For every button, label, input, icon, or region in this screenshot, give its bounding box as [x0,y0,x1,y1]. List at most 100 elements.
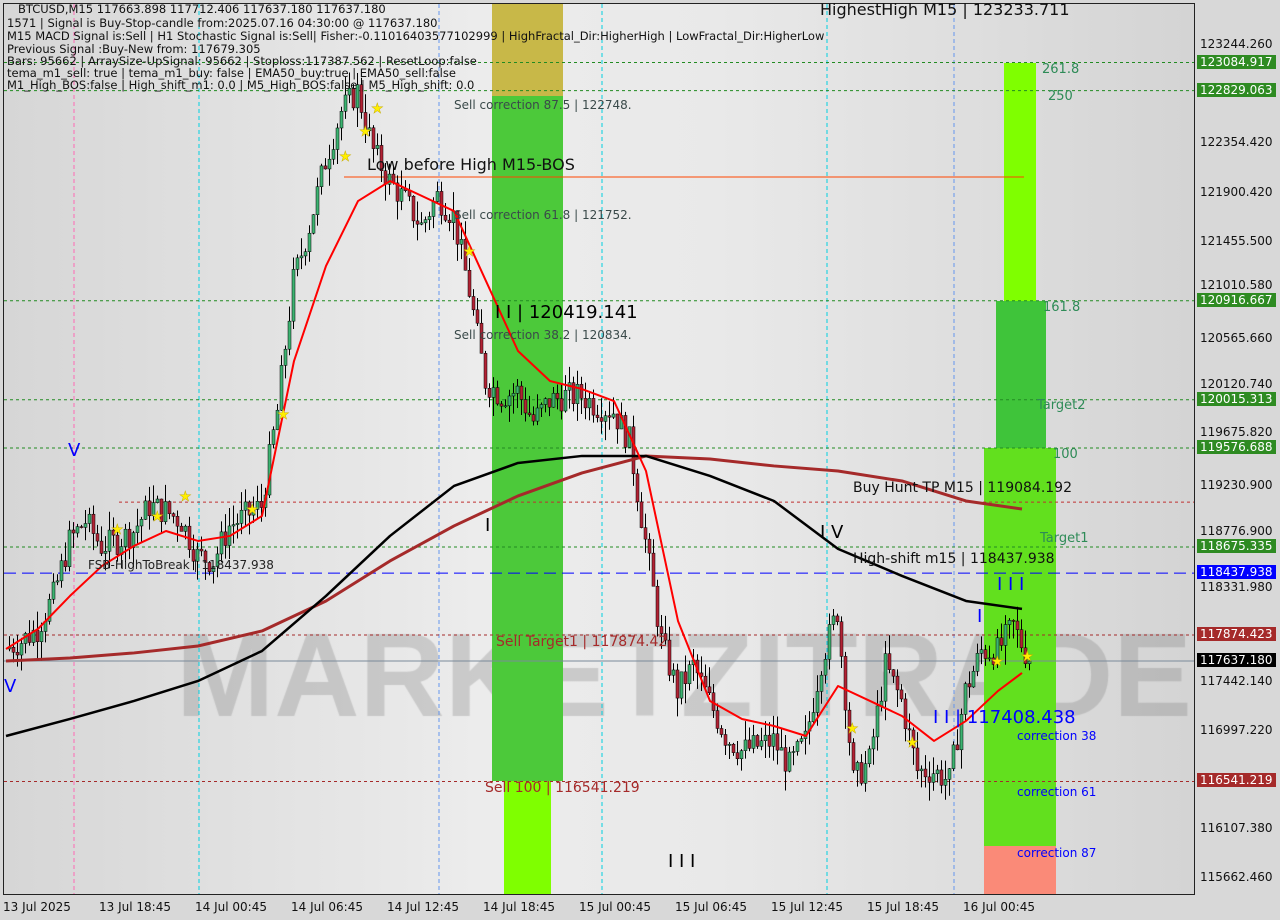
candle-body [519,385,524,400]
candle-body [47,598,52,622]
bars-line: Bars: 95662 | ArraySize-UpSignal: 95662 … [7,54,477,68]
high-shift-label: High-shift m15 | 118437.938 [853,551,1055,567]
signal-star-icon: ★ [359,124,372,140]
candle-body [883,653,888,702]
candle-body [859,762,864,784]
candle-body [919,768,924,772]
candle-body [459,239,464,245]
candle-body [791,751,796,753]
candle-body [583,398,588,409]
candle-body [983,649,988,659]
candle-body [523,399,528,414]
candle-body [823,659,828,676]
candle-body [259,501,264,508]
wave-ii-blue-label: I I | 117408.438 [933,707,1076,728]
sell-correction-87-label: Sell correction 87.5 | 122748. [454,98,632,112]
candle-body [211,566,216,572]
price-level-tag: 122829.063 [1197,82,1276,97]
candle-body [287,320,292,350]
candle-body [447,219,452,223]
candle-body [51,581,56,600]
candle-body [455,210,460,245]
candle-body [87,513,92,524]
candle-body [127,528,132,548]
fib-zone-buy-top [1004,63,1036,301]
price-tick-label: 115662.460 [1200,870,1273,884]
candle-body [91,513,96,534]
candle-body [895,675,900,691]
candle-body [143,500,148,520]
candle-body [111,529,116,536]
candle-body [419,222,424,225]
candle-body [283,348,288,366]
candle-body [827,624,832,660]
time-tick-label: 15 Jul 18:45 [867,900,939,914]
candle-body [815,691,820,713]
wave-v-label: V [68,440,81,461]
candle-body [247,501,252,516]
candle-body [915,747,920,772]
candle-body [995,637,1000,665]
correction-61-label: correction 61 [1017,785,1097,799]
candle-body [595,414,600,418]
time-tick-label: 14 Jul 18:45 [483,900,555,914]
candle-body [331,149,336,160]
candle-body [659,626,664,634]
tema-line: tema_m1_sell: true | tema_m1_buy: false … [7,66,456,80]
candle-body [643,527,648,540]
wave-v-label: V [4,676,17,697]
sell-target1-label: Sell Target1 | 117874.42 [496,634,668,650]
candle-body [343,94,348,112]
price-tick-label: 122354.420 [1200,134,1273,149]
target2-label: Target2 [1037,398,1086,413]
candle-body [311,214,316,234]
price-tick-label: 117442.140 [1200,674,1273,689]
bos-line: M1_High_BOS:false | High_shift_m1: 0.0 |… [7,78,475,92]
candle-body [479,322,484,354]
candle-body [219,531,224,555]
price-level-tag: 118437.938 [1197,565,1276,580]
price-level-tag: 117637.180 [1197,653,1276,668]
signal-star-icon: ★ [151,509,164,525]
candle-body [39,631,44,642]
price-tick-label: 123244.260 [1200,37,1273,51]
signal-star-icon: ★ [179,489,192,505]
candle-body [279,365,284,411]
candle-body [763,734,768,741]
signal-star-icon: ★ [339,149,352,165]
candle-body [155,498,160,503]
candle-body [819,674,824,692]
candle-body [671,669,676,676]
chart-plot-area[interactable]: ★ ★ ★ ★ ★ ★ ★ ★ ★ ★ ★ ★ ★ [3,3,1195,895]
candle-body [715,710,720,729]
time-tick-label: 15 Jul 12:45 [771,900,843,914]
candle-body [427,216,432,220]
candle-body [871,736,876,750]
candle-body [755,735,760,747]
signal-star-icon: ★ [846,721,859,737]
fib-261-label: 261.8 [1042,62,1080,77]
candle-body [535,407,540,422]
fib-zone-top [492,4,563,96]
candle-body [767,734,772,747]
candle-body [555,393,560,399]
candle-body [103,551,108,554]
candle-body [779,747,784,751]
candle-body [851,742,856,771]
candle-body [707,686,712,693]
price-level-tag: 119576.688 [1197,439,1276,454]
candle-body [963,683,968,715]
candle-body [735,752,740,760]
candle-body [903,698,908,729]
candle-body [651,552,656,587]
candle-body [115,534,120,555]
candle-body [727,743,732,746]
candle-body [271,429,276,445]
price-tick-label: 121455.500 [1200,233,1273,248]
time-tick-label: 14 Jul 12:45 [387,900,459,914]
candle-body [639,501,644,528]
symbol-ohlc-line: BTCUSD,M15 117663.898 117712.406 117637.… [18,2,386,16]
sell-correction-38-label: Sell correction 38.2 | 120834. [454,328,632,342]
target1-label: Target1 [1040,531,1089,546]
candle-body [11,647,16,653]
